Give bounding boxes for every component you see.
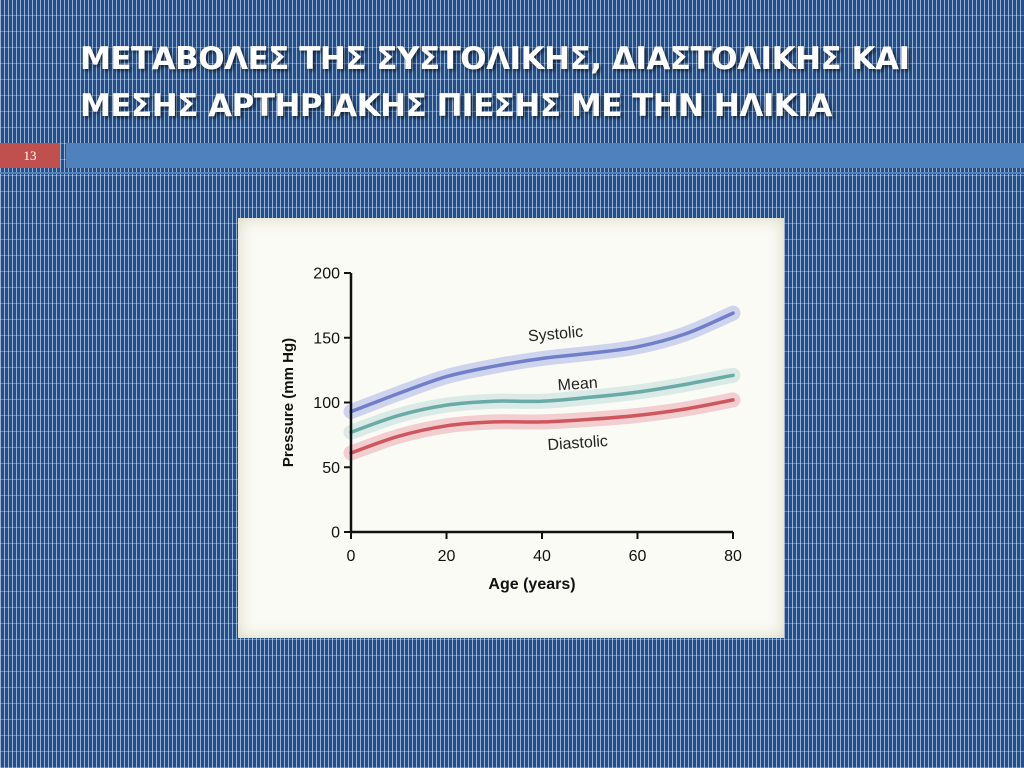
y-tick-label: 0 bbox=[331, 525, 340, 542]
y-tick-label: 100 bbox=[313, 395, 340, 412]
slide-number: 13 bbox=[0, 143, 60, 168]
series-label-systolic: Systolic bbox=[527, 324, 583, 346]
pressure-chart: Systolic Mean Diastolic 0 50 100 150 200 0 20 40 6… bbox=[280, 266, 742, 594]
series-line-mean bbox=[349, 373, 735, 435]
x-tick-label: 0 bbox=[347, 548, 356, 565]
slide-title: ΜΕΤΑΒΟΛΕΣ ΤΗΣ ΣΥΣΤΟΛΙΚΗΣ, ΔΙΑΣΤΟΛΙΚΗΣ ΚΑ… bbox=[80, 41, 910, 124]
y-tick-label: 150 bbox=[313, 330, 340, 347]
series-line-systolic bbox=[349, 311, 735, 414]
title-bar bbox=[66, 143, 1024, 168]
x-tick-label: 20 bbox=[438, 548, 456, 565]
separator-line bbox=[0, 172, 1024, 174]
chart-figure: Systolic Mean Diastolic 0 50 100 150 200 0 20 40 6… bbox=[238, 218, 784, 638]
y-tick-label: 200 bbox=[313, 266, 340, 283]
x-tick-label: 60 bbox=[629, 548, 647, 565]
y-tick-label: 50 bbox=[322, 460, 340, 477]
series-label-diastolic: Diastolic bbox=[547, 433, 609, 454]
x-tick-label: 80 bbox=[724, 548, 742, 565]
x-axis-label: Age (years) bbox=[488, 576, 575, 593]
series-label-mean: Mean bbox=[557, 375, 598, 395]
y-axis-label: Pressure (mm Hg) bbox=[280, 338, 297, 467]
x-tick-label: 40 bbox=[533, 548, 551, 565]
series-line-diastolic bbox=[349, 398, 735, 455]
